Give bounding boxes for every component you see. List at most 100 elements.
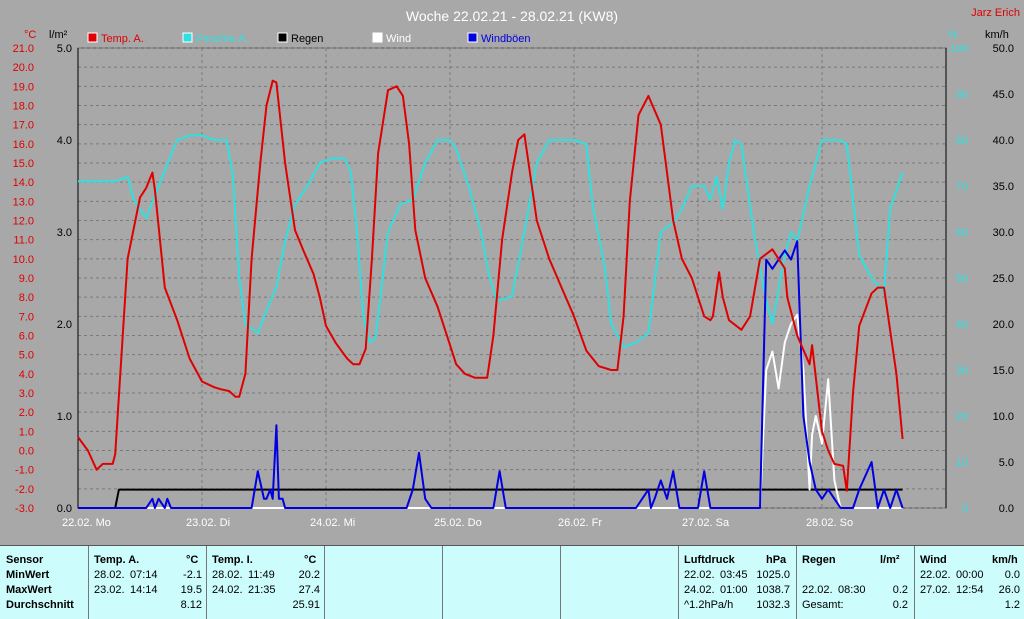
temp-i-max-time: 21:35 — [248, 584, 276, 596]
temp-tick-label: 18.0 — [13, 101, 34, 113]
pressure-min-date: 22.02. — [684, 569, 715, 581]
wind-tick-label: 10.0 — [993, 411, 1014, 423]
temp-i-min-date: 28.02. — [212, 569, 243, 581]
humidity-unit-label: % — [948, 29, 958, 41]
header-pressure-unit: hPa — [766, 554, 787, 566]
wind-max-date: 27.02. — [920, 584, 951, 596]
humidity-tick-label: 60 — [956, 227, 968, 239]
wind-tick-label: 30.0 — [993, 227, 1014, 239]
x-tick-label: 25.02. Do — [434, 517, 482, 529]
temp-tick-label: 21.0 — [13, 43, 34, 55]
legend-label: Regen — [291, 33, 323, 45]
temp-tick-label: 3.0 — [19, 388, 34, 400]
temp-tick-label: 2.0 — [19, 407, 34, 419]
rain-tick-label: 0.0 — [57, 503, 72, 515]
legend-swatch — [277, 32, 288, 43]
series-line-feuchte-a — [78, 134, 904, 348]
temp-tick-label: 6.0 — [19, 331, 34, 343]
temp-tick-label: -1.0 — [15, 465, 34, 477]
x-tick-label: 23.02. Di — [186, 517, 230, 529]
legend-label: Windböen — [481, 33, 531, 45]
header-wind: Wind — [920, 554, 947, 566]
humidity-tick-label: 90 — [956, 89, 968, 101]
rain-total-val: 0.2 — [892, 599, 908, 611]
legend-swatch — [372, 32, 383, 43]
header-temp-i-unit: °C — [304, 554, 317, 566]
temp-tick-label: 13.0 — [13, 196, 34, 208]
temp-tick-label: 8.0 — [19, 292, 34, 304]
wind-tick-label: 50.0 — [993, 43, 1014, 55]
pressure-max-val: 1038.7 — [756, 584, 790, 596]
temp-a-max-time: 14:14 — [130, 584, 158, 596]
humidity-tick-label: 70 — [956, 181, 968, 193]
temp-tick-label: 17.0 — [13, 120, 34, 132]
series-lines — [77, 79, 904, 509]
wind-tick-label: 35.0 — [993, 181, 1014, 193]
wind-tick-label: 0.0 — [999, 503, 1014, 515]
header-temp-a: Temp. A. — [94, 554, 140, 566]
x-tick-label: 28.02. So — [806, 517, 853, 529]
temp-tick-label: 10.0 — [13, 254, 34, 266]
series-line-temp-a — [77, 79, 904, 492]
temp-i-min-val: 20.2 — [298, 569, 320, 581]
temp-a-avg-val: 8.12 — [180, 599, 202, 611]
wind-max-val: 26.0 — [998, 584, 1020, 596]
temp-a-min-time: 07:14 — [130, 569, 158, 581]
grid — [77, 47, 947, 509]
header-rain: Regen — [802, 554, 836, 566]
temp-tick-label: 12.0 — [13, 216, 34, 228]
temp-tick-label: 1.0 — [19, 426, 34, 438]
pressure-trend: ^1.2hPa/h — [684, 599, 734, 611]
chart-title: Woche 22.02.21 - 28.02.21 (KW8) — [406, 8, 618, 24]
legend-label: Wind — [386, 33, 411, 45]
temp-a-max-val: 19.5 — [180, 584, 202, 596]
legend-label: Temp. A. — [101, 33, 144, 45]
wind-tick-label: 20.0 — [993, 319, 1014, 331]
x-tick-label: 24.02. Mi — [310, 517, 355, 529]
wind-tick-label: 40.0 — [993, 135, 1014, 147]
pressure-min-time: 03:45 — [720, 569, 748, 581]
row-label-min: MinWert — [6, 569, 50, 581]
axis-tick-labels: 21.0 20.0 19.0 18.0 17.0 16.0 15.0 14.0 13.0 12.0… — [13, 43, 1014, 529]
wind-tick-label: 15.0 — [993, 365, 1014, 377]
rain-max-val: 0.2 — [892, 584, 908, 596]
rain-unit-label: l/m² — [49, 29, 68, 41]
humidity-tick-label: 100 — [950, 43, 968, 55]
header-temp-i: Temp. I. — [212, 554, 253, 566]
x-tick-label: 27.02. Sa — [682, 517, 730, 529]
x-tick-label: 26.02. Fr — [558, 517, 602, 529]
wind-min-val: 0.0 — [1004, 569, 1020, 581]
temp-i-avg-val: 25.91 — [292, 599, 320, 611]
temp-tick-label: 20.0 — [13, 62, 34, 74]
wind-avg-val: 1.2 — [1004, 599, 1020, 611]
humidity-tick-label: 80 — [956, 135, 968, 147]
legend-label: Feuchte A. — [196, 33, 249, 45]
temp-tick-label: 9.0 — [19, 273, 34, 285]
pressure-min-val: 1025.0 — [756, 569, 790, 581]
temp-i-max-val: 27.4 — [298, 584, 320, 596]
header-wind-unit: km/h — [992, 554, 1018, 566]
temp-tick-label: 7.0 — [19, 311, 34, 323]
row-label-avg: Durchschnitt — [6, 599, 74, 611]
legend: Temp. A. Feuchte A. Regen Wind Windböen — [87, 32, 531, 45]
pressure-max-date: 24.02. — [684, 584, 715, 596]
temp-tick-label: 19.0 — [13, 81, 34, 93]
temp-a-min-date: 28.02. — [94, 569, 125, 581]
wind-min-date: 22.02. — [920, 569, 951, 581]
legend-swatch — [87, 32, 98, 43]
pressure-max-time: 01:00 — [720, 584, 748, 596]
temp-tick-label: 0.0 — [19, 446, 34, 458]
rain-tick-label: 5.0 — [57, 43, 72, 55]
rain-tick-label: 3.0 — [57, 227, 72, 239]
humidity-tick-label: 0 — [962, 503, 968, 515]
temp-tick-label: 14.0 — [13, 177, 34, 189]
temp-tick-label: 11.0 — [13, 235, 34, 247]
series-line-wind — [78, 313, 903, 509]
temp-tick-label: -2.0 — [15, 484, 34, 496]
wind-tick-label: 25.0 — [993, 273, 1014, 285]
humidity-tick-label: 10 — [956, 457, 968, 469]
humidity-tick-label: 20 — [956, 411, 968, 423]
humidity-tick-label: 40 — [956, 319, 968, 331]
rain-max-date: 22.02. — [802, 584, 833, 596]
header-sensor: Sensor — [6, 554, 44, 566]
